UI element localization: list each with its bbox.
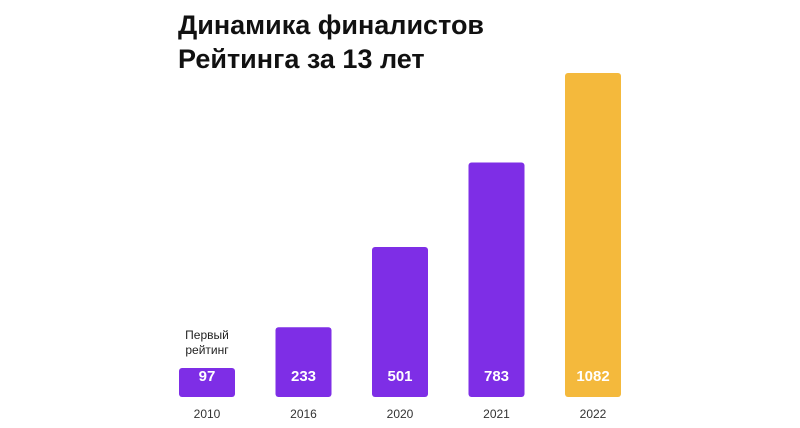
bar-2021: [468, 162, 525, 397]
bar-2020: [372, 246, 428, 397]
bar-value-2016: 233: [291, 368, 316, 385]
x-tick-2016: 2016: [290, 407, 317, 421]
bar-2016: [275, 327, 332, 397]
x-tick-2022: 2022: [580, 407, 607, 421]
bar-2010: [179, 367, 235, 397]
x-tick-2020: 2020: [387, 407, 414, 421]
chart-title-line-1: Динамика финалистов: [178, 10, 485, 40]
bar-values-group: 97 233 501 783 1082: [199, 368, 610, 385]
x-tick-2021: 2021: [483, 407, 510, 421]
chart-title-line-2: Рейтинга за 13 лет: [178, 44, 425, 74]
bar-value-2010: 97: [199, 368, 216, 385]
chart-title: Динамика финалистов Рейтинга за 13 лет: [178, 8, 484, 76]
annotation-line-1: Первый: [185, 328, 229, 342]
bar-value-2022: 1082: [576, 368, 609, 385]
bar-value-2021: 783: [484, 368, 509, 385]
bar-2022: [565, 73, 621, 397]
x-tick-2010: 2010: [194, 407, 221, 421]
annotation-line-2: рейтинг: [185, 343, 229, 357]
bars-group: [179, 73, 621, 397]
x-tick-labels-group: 2010 2016 2020 2021 2022: [194, 407, 607, 421]
bar-value-2020: 501: [387, 368, 412, 385]
